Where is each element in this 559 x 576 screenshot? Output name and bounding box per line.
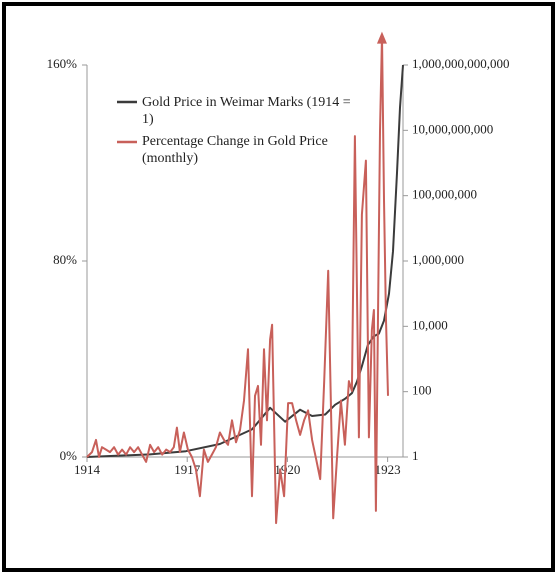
y-tick-label: 0% [60,448,78,463]
y2-tick-label: 1,000,000,000,000 [412,56,510,71]
y2-tick-label: 1,000,000 [412,252,464,267]
y2-tick-label: 10,000,000,000 [412,121,493,136]
x-tick-label: 1914 [74,462,101,477]
series-line [86,34,389,525]
y-tick-label: 80% [53,252,77,267]
legend-label: Percentage Change in Gold Price (monthly… [142,134,328,166]
x-tick-label: 1923 [375,462,401,477]
x-tick-label: 1920 [274,462,300,477]
y2-tick-label: 100 [412,383,432,398]
y2-tick-label: 1 [412,448,419,463]
y2-tick-label: 10,000 [412,317,448,332]
arrowhead [376,31,387,44]
frame [2,2,555,572]
y2-tick-label: 100,000,000 [412,187,477,202]
y-tick-label: 160% [47,56,78,71]
legend-label: Gold Price in Weimar Marks (1914 = 1) [142,95,351,127]
